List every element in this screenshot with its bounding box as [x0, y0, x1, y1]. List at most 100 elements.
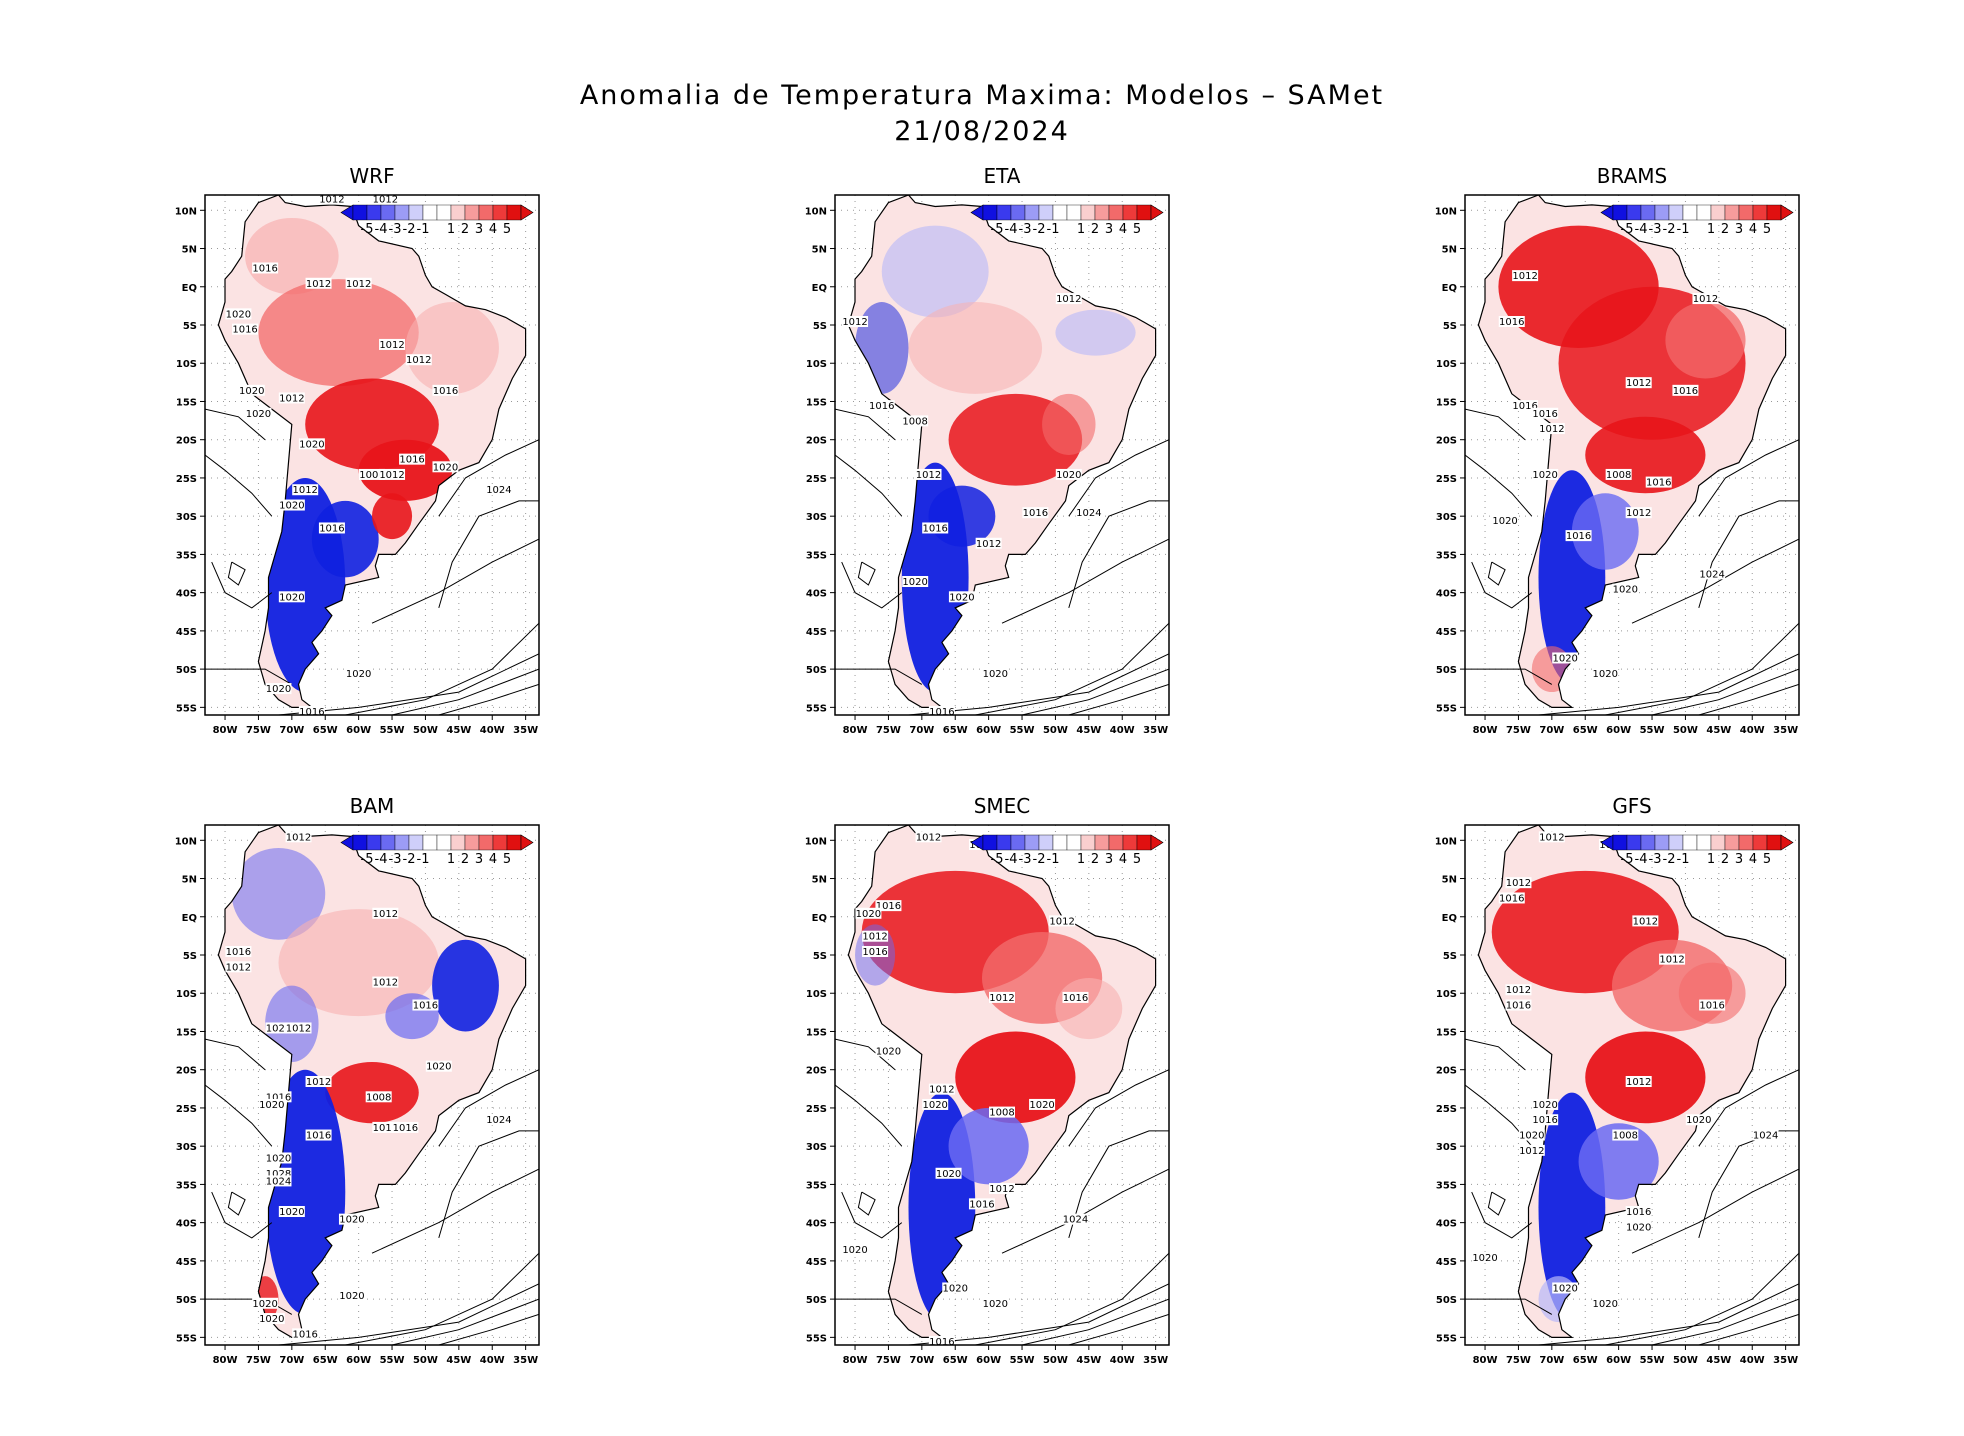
colorbar-segment — [1696, 834, 1712, 851]
lon-label: 55W — [1640, 725, 1665, 736]
lat-label: 10N — [175, 836, 197, 847]
isobar-label: 1020 — [856, 909, 881, 920]
colorbar-segment — [1752, 204, 1768, 221]
isobar-label: 1020 — [936, 1169, 961, 1180]
isobar-label: 1012 — [1506, 878, 1531, 889]
isobar-line — [278, 1283, 539, 1345]
lon-label: 70W — [909, 1355, 934, 1366]
lon-label: 50W — [1043, 1355, 1068, 1366]
isobar-label: 1008 — [366, 1092, 391, 1103]
isobar-label-bg — [1062, 1213, 1089, 1225]
lat-label: 45S — [176, 627, 197, 638]
isobar-label: 1024 — [486, 485, 511, 496]
lon-label: 45W — [446, 725, 471, 736]
map-frame — [1464, 194, 1800, 716]
lat-label: 40S — [176, 1219, 197, 1230]
isobar-label-bg — [1498, 892, 1525, 904]
anomaly-patch — [311, 500, 379, 578]
isobar-line — [1068, 1313, 1169, 1345]
isobar-line — [438, 1130, 539, 1239]
isobar-label-bg — [485, 484, 512, 496]
colorbar-label: 2 — [1721, 222, 1729, 237]
isobar-label-bg — [968, 1198, 995, 1210]
isobar-label: 1020 — [1532, 470, 1557, 481]
isobar-label-bg — [265, 1022, 292, 1034]
isobar-label: 1012 — [862, 932, 887, 943]
lat-label: 10S — [806, 989, 827, 1000]
colorbar-segment — [1654, 834, 1670, 851]
isobar-label: 1012 — [279, 393, 304, 404]
isobar-label: 1020 — [1492, 516, 1517, 527]
isobar-label-bg — [1472, 1251, 1499, 1263]
colorbar-label: -5 — [991, 222, 1004, 237]
lon-label: 45W — [1076, 725, 1101, 736]
colorbar-segment — [1626, 204, 1642, 221]
isobar-label-bg — [258, 1313, 285, 1325]
isobar-line — [857, 561, 876, 586]
lat-label: 20S — [806, 436, 827, 447]
colorbar-segment — [380, 834, 396, 851]
lat-label: 40S — [176, 589, 197, 600]
colorbar-label: -1 — [417, 222, 430, 237]
colorbar-segment — [1108, 204, 1124, 221]
isobar-label: 1016 — [929, 1337, 954, 1348]
colorbar-segment — [1080, 834, 1096, 851]
colorbar-label: -2 — [1033, 852, 1046, 867]
isobar-line — [841, 1191, 903, 1239]
lon-label: 35W — [1773, 725, 1798, 736]
lat-label: 55S — [806, 1333, 827, 1344]
isobar-label-bg — [1692, 293, 1719, 305]
isobar-label: 1020 — [1532, 1100, 1557, 1111]
isobar-label-bg — [372, 1121, 399, 1133]
isobar-label: 1012 — [346, 279, 371, 290]
isobar-label-bg — [345, 667, 372, 679]
isobar-line — [1001, 1168, 1169, 1254]
colorbar-label: -4 — [1005, 852, 1018, 867]
isobar-line — [835, 668, 923, 685]
lat-label: 30S — [1436, 1142, 1457, 1153]
lon-label: 40W — [1110, 1355, 1135, 1366]
isobar-line — [1465, 408, 1526, 441]
colorbar-label: 3 — [475, 852, 483, 867]
colorbar-segment — [1066, 834, 1082, 851]
isobar-label: 1012 — [842, 317, 867, 328]
colorbar-segment — [1122, 204, 1138, 221]
isobar-label-bg — [1659, 953, 1686, 965]
anomaly-patch — [372, 493, 413, 540]
lat-label: 15S — [176, 1027, 197, 1038]
isobar-label-bg — [1612, 583, 1639, 595]
map-area: 1012 1012 1016 1008 1012 1020 1016 1016 1024 1012… — [835, 195, 1169, 718]
isobar-label-bg — [318, 522, 345, 534]
isobar-line — [1698, 1069, 1799, 1147]
panel-title: BRAMS — [1597, 164, 1667, 188]
lon-label: 75W — [246, 1355, 271, 1366]
isobar-label-bg — [285, 1022, 312, 1034]
isobar-label: 1020 — [266, 684, 291, 695]
isobar-label: 1020 — [426, 1062, 451, 1073]
lon-label: 55W — [380, 725, 405, 736]
isobar-label: 1016 — [929, 707, 954, 718]
colorbar-segment — [1010, 204, 1026, 221]
lat-label: 25S — [806, 474, 827, 485]
isobar-line — [205, 668, 293, 685]
lat-label: 45S — [1436, 1257, 1457, 1268]
map-svg: BRAMS10121012101610121016101610161012102… — [1435, 164, 1800, 736]
map-svg: GFS1012101210121016101210121012101610161… — [1435, 794, 1800, 1366]
anomaly-patch — [908, 302, 1043, 394]
isobar-line — [1698, 683, 1799, 715]
lat-label: 10N — [805, 206, 827, 217]
isobar-line — [391, 668, 539, 715]
lat-label: 40S — [1436, 1219, 1457, 1230]
isobar-label-bg — [1625, 1076, 1652, 1087]
isobar-line — [1698, 1313, 1799, 1345]
isobar-label: 1012 — [406, 355, 431, 366]
anomaly-patch — [358, 439, 453, 501]
isobar-label: 1012 — [1512, 271, 1537, 282]
colorbar-label: -4 — [1635, 852, 1648, 867]
isobar-label: 1016 — [413, 1001, 438, 1012]
isobar-label: 1016 — [922, 523, 947, 534]
isobar-line — [1465, 454, 1533, 517]
anomaly-patch — [928, 485, 996, 547]
lat-label: 20S — [1436, 1066, 1457, 1077]
